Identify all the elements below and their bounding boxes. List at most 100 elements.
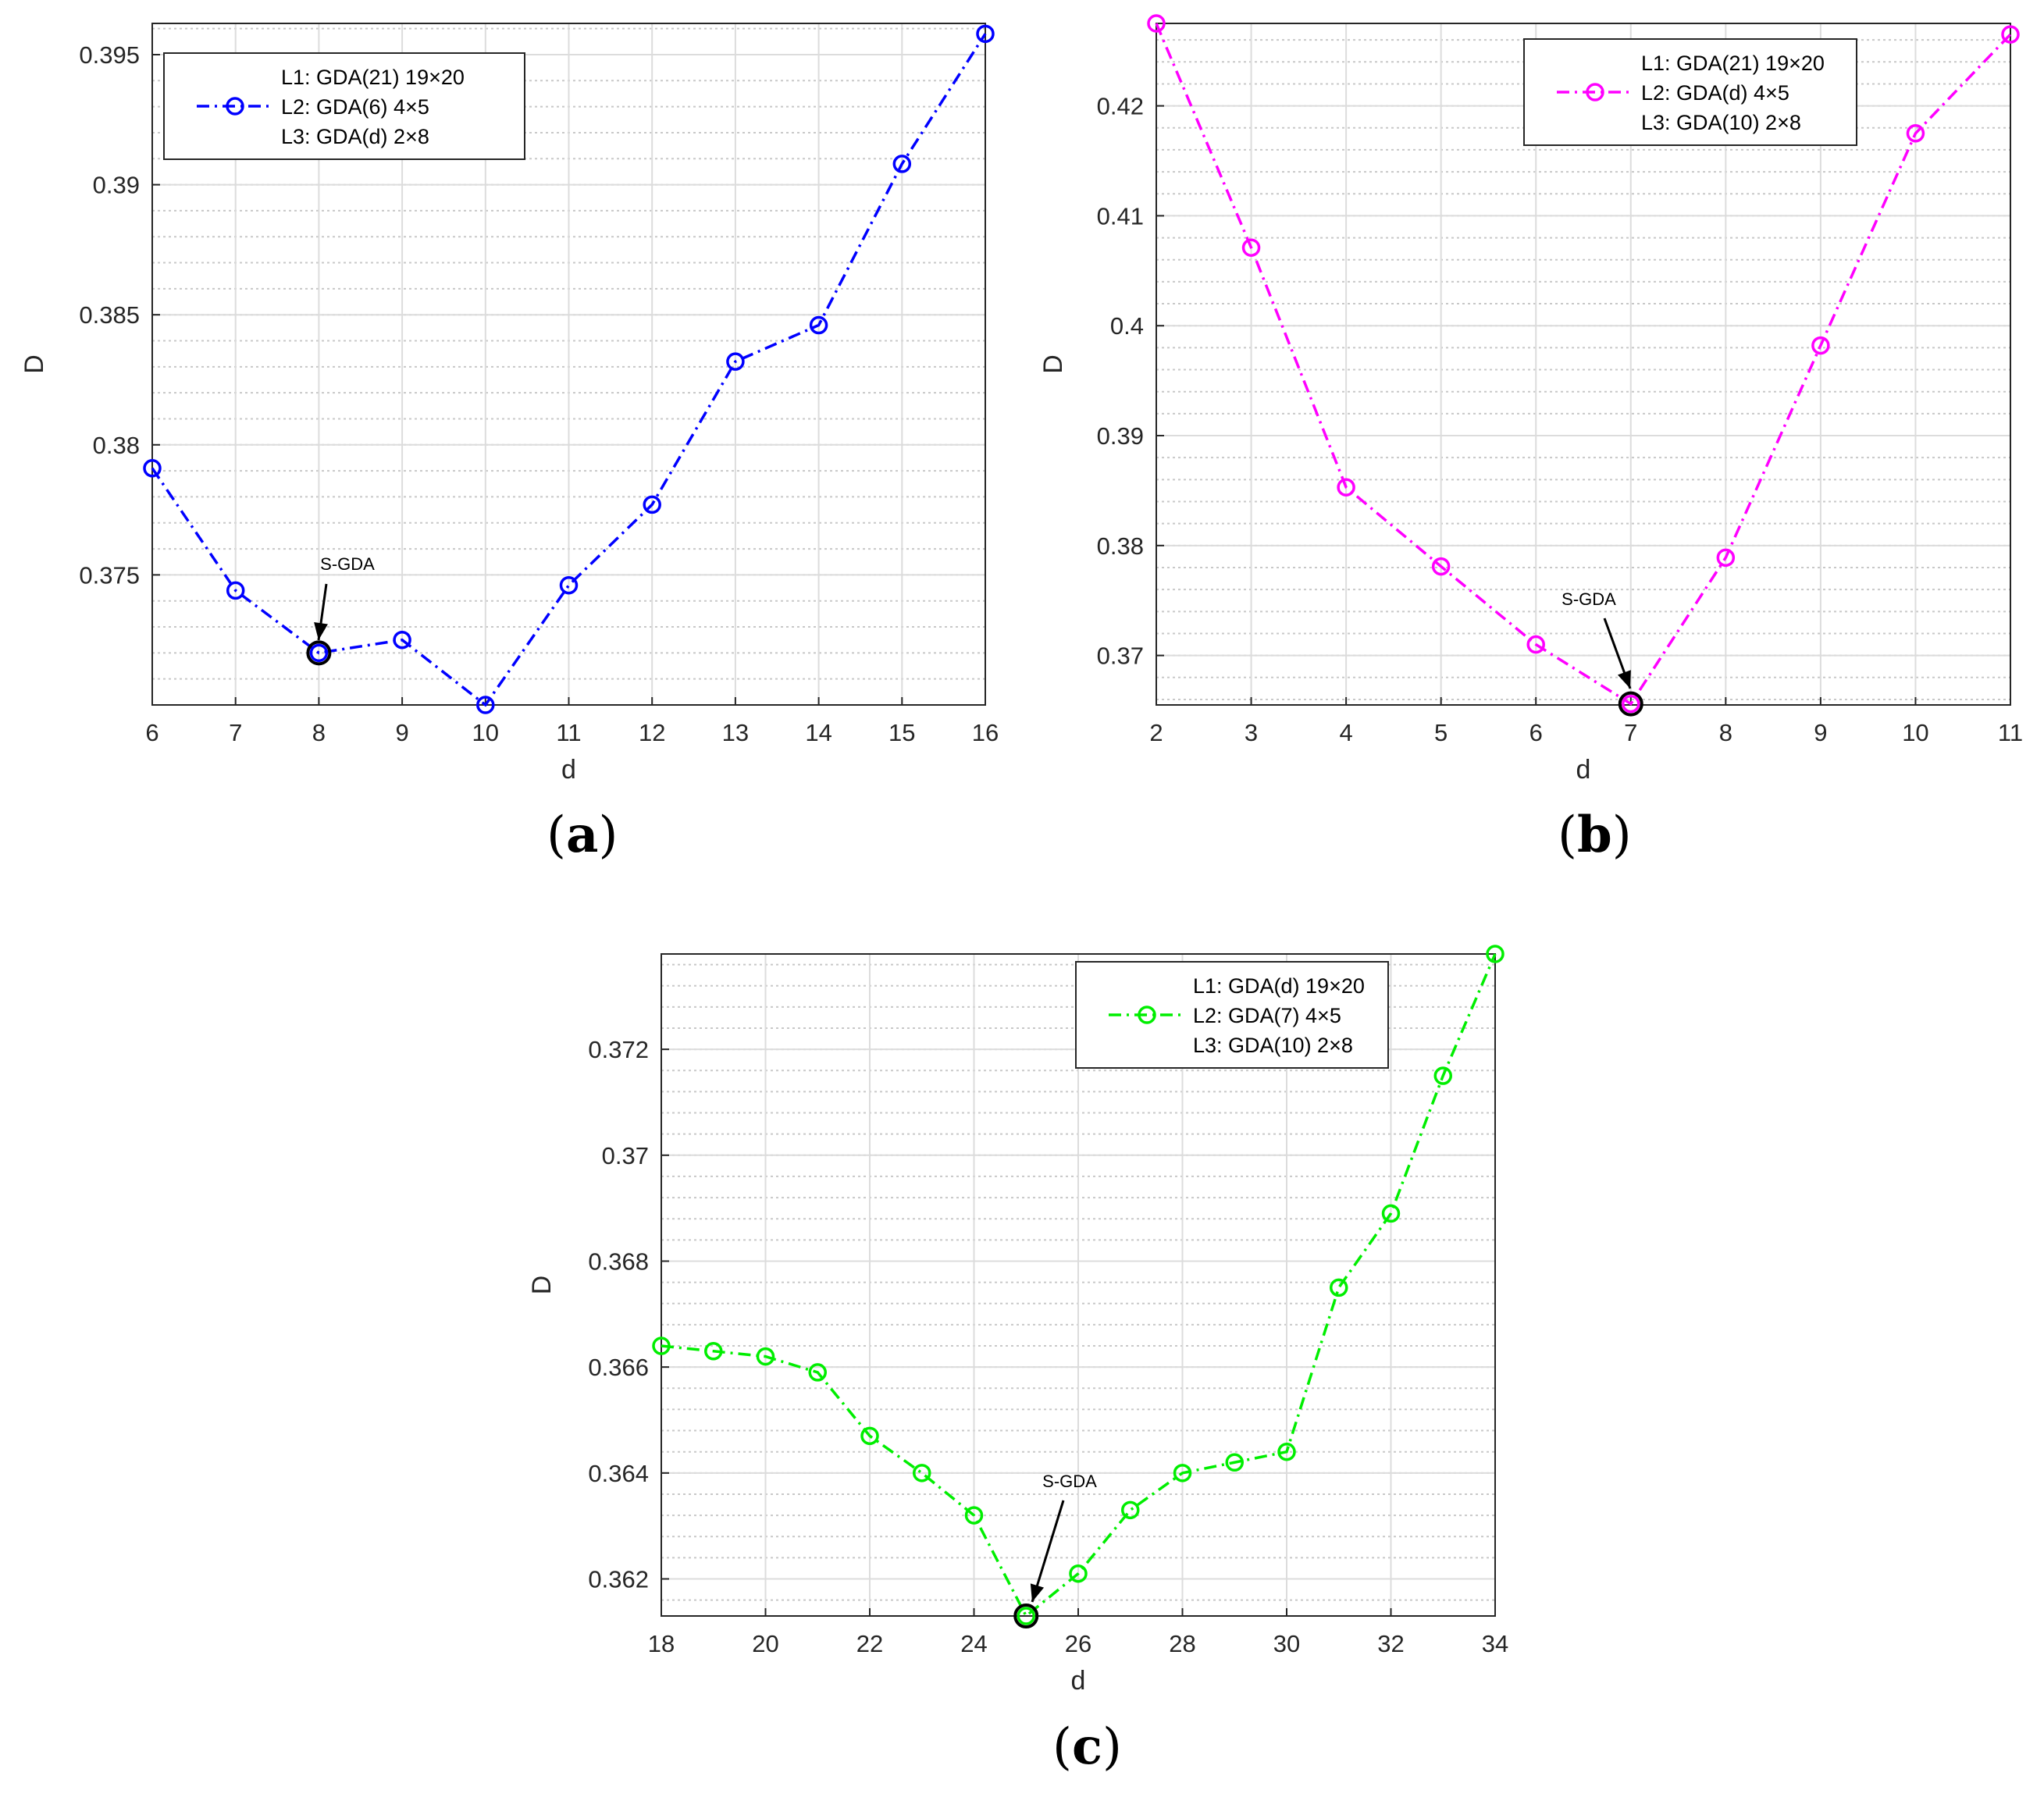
legend-entry: L3: GDA(10) 2×8 (1193, 1034, 1353, 1057)
legend-entry: L1: GDA(21) 19×20 (281, 66, 465, 89)
data-point-marker (913, 1464, 931, 1482)
series-line (151, 33, 987, 707)
data-point-marker (1121, 1500, 1140, 1520)
y-tick-label: 0.375 (79, 561, 140, 589)
data-point-marker (476, 696, 495, 714)
x-tick-label: 7 (229, 719, 242, 746)
chart-a: 6 7 8 9 10 11 12 13 14 15 16 0.375 0.38 0.385 0.39 0.39… (20, 23, 999, 785)
x-tick-label: 3 (1245, 719, 1258, 746)
legend-marker-sample (226, 97, 244, 116)
series-line (661, 953, 1497, 1618)
legend-entry: L1: GDA(d) 19×20 (1193, 974, 1365, 998)
data-point-marker (1381, 1204, 1401, 1223)
data-point-marker (860, 1426, 879, 1446)
y-tick-label: 0.39 (93, 172, 140, 199)
series-line (1155, 23, 2012, 706)
y-axis-label: D (1038, 354, 1068, 374)
x-axis-label: d (561, 755, 576, 785)
data-point-marker (964, 1506, 984, 1525)
x-tick-label: 34 (1482, 1630, 1508, 1657)
x-tick-label: 28 (1169, 1630, 1195, 1657)
x-tick-label: 8 (312, 719, 326, 746)
annotation-arrow-shaft (1031, 1500, 1065, 1603)
x-tick-label: 16 (972, 719, 999, 746)
data-point-marker (1330, 1278, 1348, 1297)
caption-b: (b) (1558, 806, 1632, 864)
legend-marker-sample (1138, 1005, 1156, 1024)
x-tick-label: 12 (639, 719, 665, 746)
data-point-marker (1337, 478, 1355, 497)
y-tick-label: 0.41 (1097, 202, 1144, 230)
legend-entry: L2: GDA(7) 4×5 (1193, 1004, 1341, 1027)
legend-entry: L3: GDA(d) 2×8 (281, 125, 429, 148)
data-point-marker (1526, 635, 1545, 654)
highlight-circle (1618, 691, 1643, 717)
x-tick-label: 10 (472, 719, 499, 746)
data-point-marker (809, 315, 828, 335)
y-tick-label: 0.37 (602, 1142, 649, 1169)
data-point-marker (2001, 25, 2020, 44)
chart-b: 2 3 4 5 6 7 8 9 10 11 0.37 0.38 0.39 0.4 0.41 0.42 d D S-G… (1038, 14, 2023, 785)
annotation-arrow-head (1030, 1583, 1045, 1602)
data-point-marker (1906, 124, 1925, 143)
y-tick-label: 0.39 (1097, 422, 1144, 450)
x-tick-label: 9 (395, 719, 408, 746)
legend-marker-sample (1586, 83, 1604, 101)
data-point-marker (1069, 1564, 1088, 1583)
x-tick-label: 11 (556, 719, 581, 746)
data-point-marker (393, 630, 411, 650)
x-tick-label: 11 (1998, 719, 2023, 746)
legend-entry: L2: GDA(d) 4×5 (1641, 81, 1789, 105)
x-tick-label: 22 (856, 1630, 883, 1657)
data-point-marker (652, 1337, 671, 1355)
x-tick-label: 24 (960, 1630, 987, 1657)
y-tick-label: 0.4 (1110, 312, 1144, 340)
data-point-marker (726, 352, 745, 371)
data-point-marker (1433, 1066, 1452, 1085)
highlight-circle (306, 640, 332, 666)
data-point-marker (808, 1363, 827, 1382)
y-tick-label: 0.366 (588, 1354, 649, 1381)
highlight-circle (1013, 1603, 1039, 1628)
x-tick-label: 18 (648, 1630, 675, 1657)
x-tick-label: 13 (722, 719, 749, 746)
data-point-marker (1225, 1453, 1244, 1472)
x-tick-label: 7 (1624, 719, 1637, 746)
x-tick-label: 4 (1339, 719, 1352, 746)
x-tick-label: 9 (1814, 719, 1827, 746)
y-tick-label: 0.38 (93, 432, 140, 459)
x-tick-label: 15 (888, 719, 915, 746)
x-tick-label: 30 (1273, 1630, 1300, 1657)
data-point-marker (643, 495, 661, 514)
annotation-label: S-GDA (320, 554, 375, 574)
data-point-marker (1277, 1442, 1296, 1461)
annotation-arrow-head (314, 621, 328, 640)
y-tick-label: 0.362 (588, 1566, 649, 1593)
x-tick-label: 2 (1149, 719, 1163, 746)
data-point-marker (1431, 557, 1451, 576)
legend-box (1523, 38, 1857, 146)
data-point-marker (976, 24, 995, 44)
panel-a: 6 7 8 9 10 11 12 13 14 15 16 0.375 0.38 0.385 0.39 0.39… (0, 0, 1022, 906)
y-tick-label: 0.395 (79, 41, 140, 69)
y-tick-label: 0.364 (588, 1460, 649, 1487)
data-point-marker (1811, 336, 1830, 355)
data-point-marker (1017, 1607, 1035, 1625)
panel-b: 2 3 4 5 6 7 8 9 10 11 0.37 0.38 0.39 0.4 0.41 0.42 d D S-G… (1038, 14, 2023, 785)
x-tick-label: 26 (1065, 1630, 1091, 1657)
annotation-label: S-GDA (1561, 589, 1616, 609)
legend-entry: L3: GDA(10) 2×8 (1641, 111, 1801, 134)
data-point-marker (1716, 548, 1736, 568)
data-point-marker (1622, 694, 1640, 714)
annotation-label: S-GDA (1042, 1472, 1097, 1491)
legend-entry: L2: GDA(6) 4×5 (281, 95, 429, 119)
legend-entry: L1: GDA(21) 19×20 (1641, 52, 1825, 75)
data-point-marker (559, 575, 579, 595)
x-tick-label: 8 (1719, 719, 1732, 746)
caption-a: (a) (547, 806, 618, 864)
y-tick-label: 0.42 (1097, 93, 1144, 120)
y-axis-label: D (527, 1276, 557, 1295)
y-tick-label: 0.38 (1097, 532, 1144, 560)
